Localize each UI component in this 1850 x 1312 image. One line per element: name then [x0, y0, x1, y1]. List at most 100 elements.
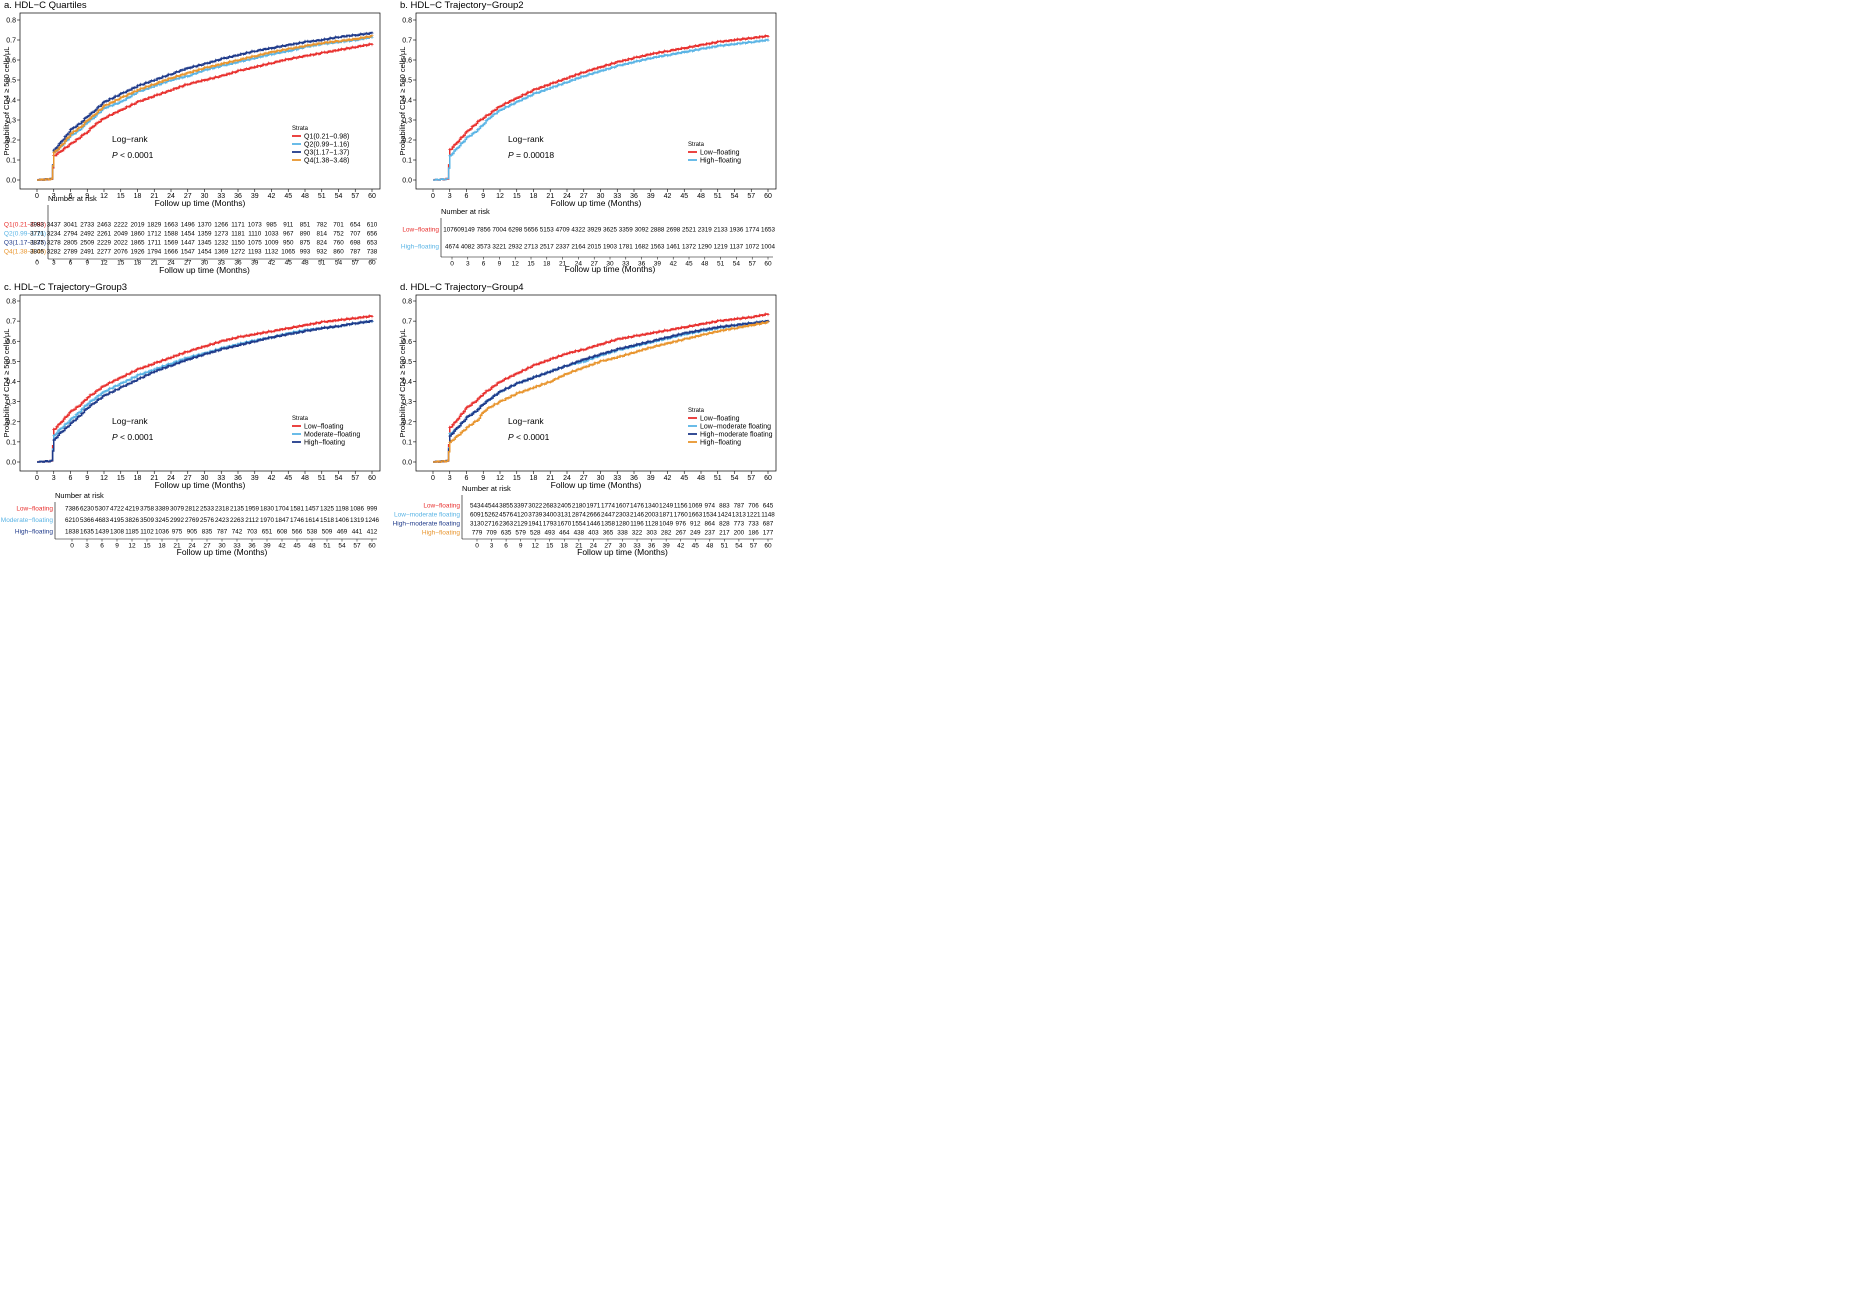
- risk-x-tick-label: 57: [750, 543, 758, 550]
- y-tick-label: 0.2: [402, 138, 412, 145]
- x-tick-label: 12: [100, 475, 108, 482]
- risk-value: 5307: [95, 506, 110, 513]
- risk-value: 4322: [571, 227, 586, 234]
- x-tick-label: 3: [52, 475, 56, 482]
- x-tick-label: 33: [217, 475, 225, 482]
- risk-row-label: Low−floating: [423, 503, 460, 510]
- series-3: [433, 319, 770, 463]
- legend-label: Q2(0.99−1.16): [304, 142, 349, 149]
- risk-value: 2146: [630, 512, 645, 519]
- risk-value: 687: [763, 521, 774, 528]
- x-tick-label: 18: [134, 475, 142, 482]
- risk-value: 1457: [305, 506, 320, 513]
- risk-value: 1860: [130, 231, 145, 238]
- p-letter: P: [508, 432, 514, 442]
- risk-value: 3389: [155, 506, 170, 513]
- risk-value: 1072: [745, 244, 760, 251]
- y-axis-title: Probability of CD4 ≥ 500 cells/μL: [2, 47, 11, 156]
- x-tick-label: 60: [368, 193, 376, 200]
- risk-value: 509: [322, 529, 333, 536]
- risk-value: 1760: [674, 512, 689, 519]
- legend-title: Strata: [292, 126, 309, 132]
- risk-x-tick-label: 45: [293, 543, 301, 550]
- risk-x-tick-label: 54: [338, 543, 346, 550]
- risk-value: 2164: [571, 244, 586, 251]
- x-tick-label: 12: [496, 193, 504, 200]
- risk-x-tick-label: 15: [143, 543, 151, 550]
- risk-value: 1325: [320, 506, 335, 513]
- x-tick-label: 33: [613, 475, 621, 482]
- y-tick-label: 0.5: [402, 78, 412, 85]
- risk-value: 814: [316, 231, 327, 238]
- risk-value: 441: [352, 529, 363, 536]
- risk-value: 2003: [645, 512, 660, 519]
- y-tick-label: 0.8: [402, 299, 412, 306]
- risk-value: 6230: [80, 506, 95, 513]
- x-tick-label: 48: [697, 193, 705, 200]
- risk-value: 322: [632, 530, 643, 537]
- risk-value: 1518: [320, 517, 335, 524]
- series-1: [37, 314, 374, 463]
- risk-value: 1221: [746, 512, 761, 519]
- risk-x-tick-label: 60: [764, 543, 772, 550]
- x-tick-label: 51: [714, 193, 722, 200]
- x-tick-label: 54: [335, 193, 343, 200]
- risk-value: 1196: [630, 521, 644, 528]
- risk-value: 1156: [674, 503, 688, 510]
- risk-value: 875: [300, 240, 311, 247]
- risk-value: 1871: [659, 512, 674, 519]
- risk-value: 1903: [603, 244, 618, 251]
- x-tick-label: 27: [184, 475, 192, 482]
- risk-value: 528: [530, 530, 541, 537]
- x-tick-label: 39: [647, 475, 655, 482]
- risk-value: 1794: [147, 249, 162, 256]
- risk-value: 2277: [97, 249, 112, 256]
- x-tick-label: 27: [580, 193, 588, 200]
- legend-label: Q1(0.21−0.98): [304, 134, 349, 141]
- x-tick-label: 39: [251, 193, 259, 200]
- x-tick-label: 54: [335, 475, 343, 482]
- risk-value: 1319: [350, 517, 365, 524]
- risk-x-tick-label: 9: [519, 543, 523, 550]
- x-tick-label: 51: [714, 475, 722, 482]
- risk-row-label: Q2(0.99−1.16): [4, 231, 46, 238]
- censor-marks: [448, 320, 770, 444]
- risk-value: 2794: [63, 231, 78, 238]
- risk-value: 3079: [170, 506, 185, 513]
- x-tick-label: 15: [513, 475, 521, 482]
- y-tick-label: 0.6: [402, 58, 412, 65]
- risk-value: 1614: [305, 517, 320, 524]
- risk-x-tick-label: 24: [575, 261, 583, 268]
- risk-row-label: Low−floating: [402, 227, 439, 234]
- risk-value: 1454: [197, 249, 212, 256]
- risk-x-tick-label: 60: [368, 260, 376, 267]
- risk-value: 742: [232, 529, 243, 536]
- p-value: = 0.00018: [514, 150, 555, 160]
- y-tick-label: 0.1: [402, 158, 412, 165]
- x-tick-label: 0: [35, 193, 39, 200]
- risk-value: 2789: [63, 249, 78, 256]
- risk-value: 2049: [114, 231, 129, 238]
- x-tick-label: 45: [284, 475, 292, 482]
- risk-value: 4674: [445, 244, 460, 251]
- x-tick-label: 21: [546, 475, 554, 482]
- risk-value: 4722: [110, 506, 125, 513]
- risk-value: 2509: [80, 240, 95, 247]
- x-tick-label: 54: [731, 193, 739, 200]
- risk-value: 3245: [155, 517, 170, 524]
- y-tick-label: 0.3: [6, 399, 16, 406]
- risk-value: 738: [367, 249, 378, 256]
- risk-value: 1461: [666, 244, 681, 251]
- risk-value: 1712: [147, 231, 162, 238]
- legend-label: Low−moderate floating: [700, 424, 771, 431]
- risk-value: 610: [367, 222, 378, 229]
- censor-marks: [52, 31, 374, 152]
- risk-x-tick-label: 12: [512, 261, 520, 268]
- risk-value: 464: [559, 530, 570, 537]
- risk-value: 2888: [650, 227, 665, 234]
- y-tick-label: 0.8: [6, 299, 16, 306]
- risk-value: 5434: [470, 503, 485, 510]
- risk-value: 538: [307, 529, 318, 536]
- risk-x-tick-label: 24: [590, 543, 598, 550]
- risk-value: 1563: [650, 244, 665, 251]
